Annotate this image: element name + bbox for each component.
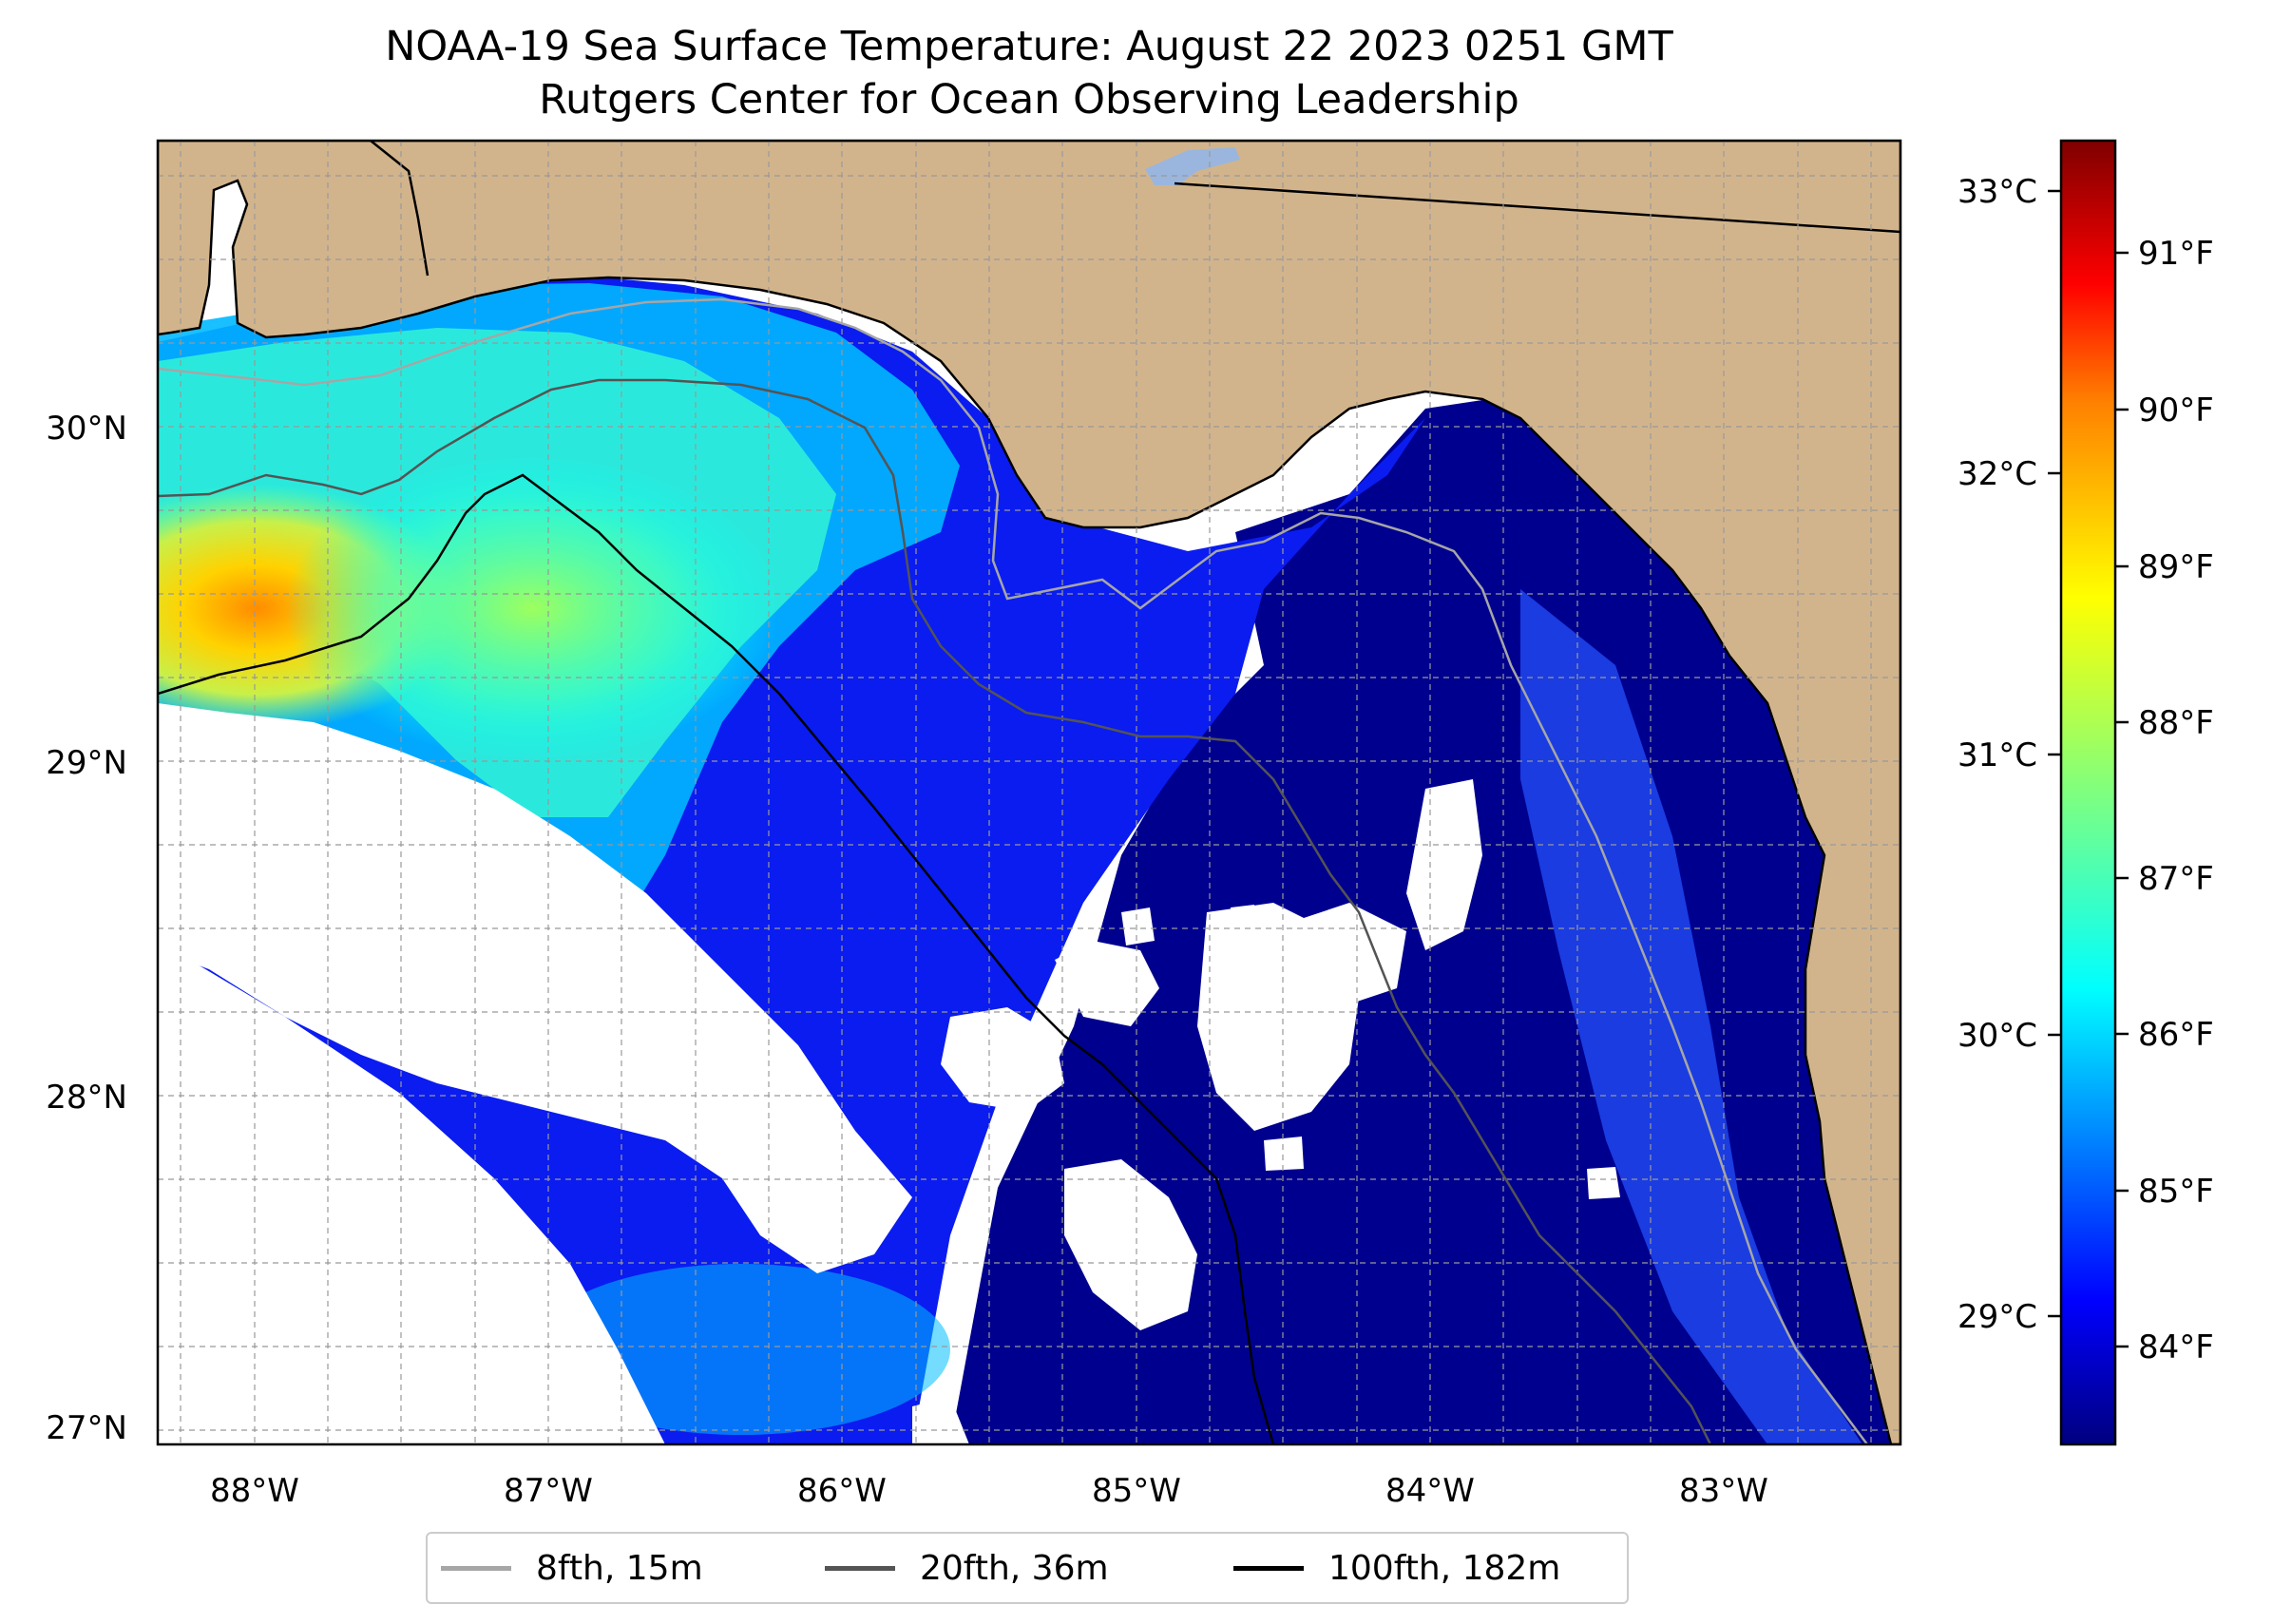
state-border (1174, 182, 1900, 234)
legend-swatch-8fth (441, 1565, 511, 1571)
celsius-label-32: 32°C (1958, 455, 2037, 493)
lat-label-27n: 27°N (46, 1409, 127, 1447)
title-line-1: NOAA-19 Sea Surface Temperature: August … (385, 23, 1673, 70)
cloud-gaps (158, 703, 1620, 1444)
lon-label-88w: 88°W (210, 1472, 299, 1510)
gridlines (158, 141, 1900, 1444)
lon-label-87w: 87°W (504, 1472, 593, 1510)
map-frame (156, 139, 1902, 1446)
legend-label-8fth: 8fth, 15m (536, 1548, 703, 1588)
legend-label-20fth: 20fth, 36m (920, 1548, 1109, 1588)
lake (1145, 147, 1240, 185)
contour-20fth (158, 378, 1712, 1444)
lon-label-85w: 85°W (1092, 1472, 1181, 1510)
lon-axis: 88°W 87°W 86°W 85°W 84°W 83°W (210, 1472, 1768, 1510)
celsius-label-31: 31°C (1958, 736, 2037, 774)
fahrenheit-label-90: 90°F (2138, 392, 2214, 430)
lon-label-83w: 83°W (1679, 1472, 1768, 1510)
contour-8fth (158, 297, 1868, 1444)
lon-label-84w: 84°W (1385, 1472, 1475, 1510)
colorbar (2059, 139, 2117, 1446)
fahrenheit-label-88: 88°F (2138, 704, 2214, 742)
fahrenheit-ticks (2115, 251, 2129, 1348)
state-border-west (370, 141, 430, 277)
legend-swatch-100fth (1233, 1565, 1304, 1571)
contour-100fth (158, 473, 1275, 1444)
map-panel (158, 141, 1900, 1444)
fahrenheit-label-87: 87°F (2138, 860, 2214, 898)
lat-axis: 30°N 29°N 28°N 27°N (46, 410, 127, 1447)
legend-swatch-20fth (825, 1565, 895, 1571)
legend-item-8fth: 8fth, 15m (441, 1534, 703, 1602)
land-northern-coast (158, 141, 1900, 1444)
title-line-2: Rutgers Center for Ocean Observing Leade… (539, 76, 1519, 124)
sst-warm-plume (285, 456, 779, 760)
fahrenheit-label-86: 86°F (2138, 1016, 2214, 1054)
celsius-label-30: 30°C (1958, 1017, 2037, 1055)
fahrenheit-label-89: 89°F (2138, 548, 2214, 586)
celsius-labels: 33°C 32°C 31°C 30°C 29°C (1958, 173, 2037, 1336)
fahrenheit-label-91: 91°F (2138, 235, 2214, 273)
celsius-ticks (2048, 189, 2061, 1318)
contour-legend: 8fth, 15m 20fth, 36m 100fth, 182m (426, 1532, 1629, 1604)
legend-label-100fth: 100fth, 182m (1328, 1548, 1561, 1588)
legend-item-20fth: 20fth, 36m (825, 1534, 1109, 1602)
fahrenheit-labels: 91°F 90°F 89°F 88°F 87°F 86°F 85°F 84°F (2138, 235, 2214, 1366)
celsius-label-29: 29°C (1958, 1298, 2037, 1336)
celsius-label-33: 33°C (1958, 173, 2037, 211)
fahrenheit-label-84: 84°F (2138, 1328, 2214, 1366)
lon-label-86w: 86°W (797, 1472, 887, 1510)
lat-label-30n: 30°N (46, 410, 127, 448)
sst-coastal-band (1520, 589, 1862, 1444)
fahrenheit-label-85: 85°F (2138, 1173, 2214, 1211)
lat-label-28n: 28°N (46, 1079, 127, 1117)
legend-item-100fth: 100fth, 182m (1233, 1534, 1560, 1602)
lat-label-29n: 29°N (46, 744, 127, 782)
